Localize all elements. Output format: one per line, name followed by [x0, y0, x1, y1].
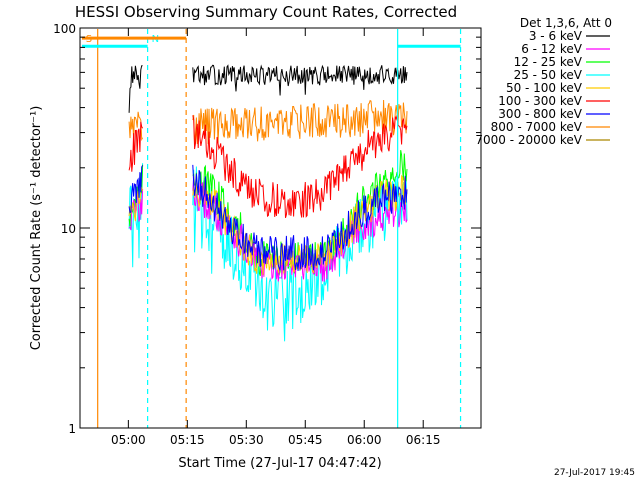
x-tick-label: 06:00 — [347, 433, 382, 447]
series-line — [192, 64, 408, 96]
legend-label: 25 - 50 keV — [514, 68, 583, 82]
marker-layer: SN — [81, 29, 462, 428]
legend-label: 100 - 300 keV — [498, 94, 582, 108]
legend-header: Det 1,3,6, Att 0 — [520, 16, 612, 30]
x-axis-label: Start Time (27-Jul-17 04:47:42) — [178, 456, 381, 471]
x-tick-label: 06:15 — [406, 433, 441, 447]
series-100-300-kev — [128, 115, 408, 218]
x-tick-label: 05:45 — [288, 433, 323, 447]
series-line — [128, 121, 144, 172]
x-tick-label: 05:30 — [229, 433, 264, 447]
y-axis-label: Corrected Count Rate (s⁻¹ detector⁻¹) — [29, 106, 44, 351]
series-50-100-kev — [128, 174, 408, 276]
legend-label: 6 - 12 keV — [521, 42, 583, 56]
series-line — [192, 99, 408, 145]
data-layer — [128, 64, 408, 342]
series-line — [192, 115, 408, 218]
legend-label: 50 - 100 keV — [506, 81, 583, 95]
series-6-12-kev — [128, 175, 408, 282]
x-tick-label: 05:00 — [111, 433, 146, 447]
date-stamp: 27-Jul-2017 19:45 — [554, 468, 635, 478]
legend-label: 800 - 7000 keV — [491, 120, 583, 134]
y-tick-label: 10 — [61, 222, 76, 236]
legend-label: 3 - 6 keV — [529, 29, 583, 43]
series-3-6-kev — [128, 64, 408, 113]
axes-layer: 05:00 05:15 05:30 05:45 06:00 06:15 1 10 100 — [53, 22, 481, 447]
series-800-7000-kev — [128, 99, 408, 145]
legend-label: 7000 - 20000 keV — [475, 133, 582, 147]
chart-title: HESSI Observing Summary Count Rates, Cor… — [75, 3, 457, 21]
series-line — [128, 65, 143, 113]
legend-label: 12 - 25 keV — [514, 55, 583, 69]
series-300-800-kev — [128, 164, 408, 271]
x-tick-label: 05:15 — [170, 433, 205, 447]
legend-label: 300 - 800 keV — [498, 107, 582, 121]
y-tick-label: 1 — [68, 422, 76, 436]
y-tick-label: 100 — [53, 22, 76, 36]
series-line — [128, 111, 144, 142]
series-line — [128, 165, 144, 214]
series-line — [192, 164, 408, 271]
